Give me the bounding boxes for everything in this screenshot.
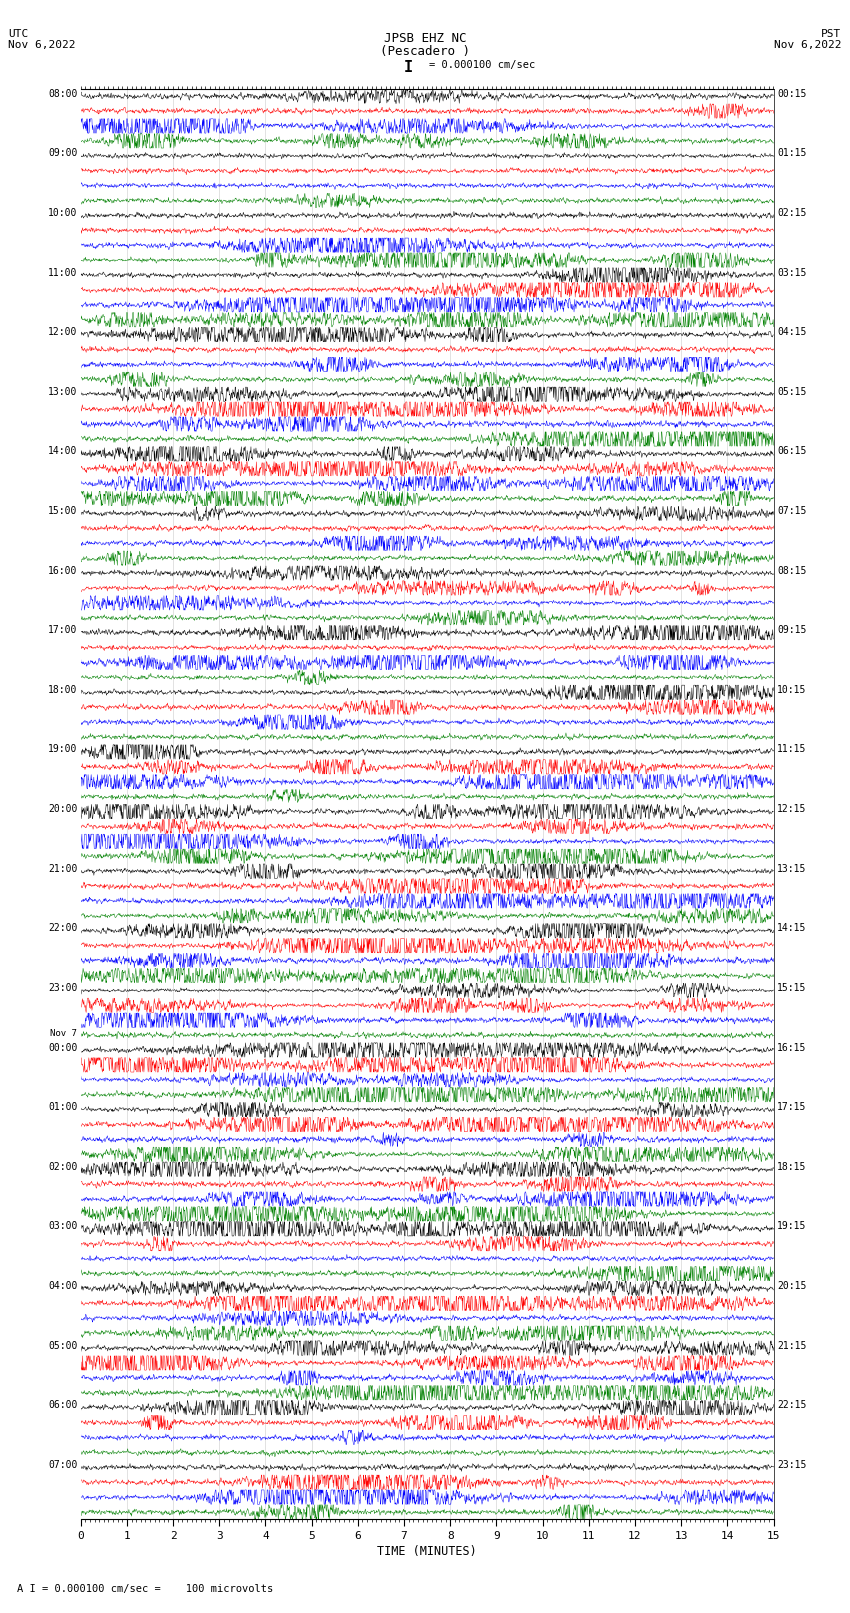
Text: I: I [404,60,412,74]
Text: 00:15: 00:15 [777,89,807,98]
Text: 13:15: 13:15 [777,863,807,874]
Text: 20:15: 20:15 [777,1281,807,1290]
Text: 19:15: 19:15 [777,1221,807,1231]
Text: 17:00: 17:00 [48,626,77,636]
Text: 07:15: 07:15 [777,506,807,516]
Text: 23:15: 23:15 [777,1460,807,1469]
Text: 03:00: 03:00 [48,1221,77,1231]
Text: 15:15: 15:15 [777,982,807,994]
Text: 13:00: 13:00 [48,387,77,397]
Text: 08:00: 08:00 [48,89,77,98]
Text: 11:00: 11:00 [48,268,77,277]
Text: 10:15: 10:15 [777,686,807,695]
Text: 22:00: 22:00 [48,923,77,934]
Text: (Pescadero ): (Pescadero ) [380,45,470,58]
Text: 18:15: 18:15 [777,1161,807,1171]
Text: 05:00: 05:00 [48,1340,77,1350]
Text: 05:15: 05:15 [777,387,807,397]
Text: 00:00: 00:00 [48,1042,77,1053]
Text: A I = 0.000100 cm/sec =    100 microvolts: A I = 0.000100 cm/sec = 100 microvolts [17,1584,273,1594]
Text: 17:15: 17:15 [777,1102,807,1111]
Text: 04:15: 04:15 [777,327,807,337]
Text: 18:00: 18:00 [48,686,77,695]
Text: 12:00: 12:00 [48,327,77,337]
Text: 22:15: 22:15 [777,1400,807,1410]
Text: JPSB EHZ NC: JPSB EHZ NC [383,32,467,45]
Text: 06:15: 06:15 [777,447,807,456]
Text: 03:15: 03:15 [777,268,807,277]
Text: PST: PST [821,29,842,39]
Text: 04:00: 04:00 [48,1281,77,1290]
Text: 16:00: 16:00 [48,566,77,576]
Text: 14:15: 14:15 [777,923,807,934]
Text: Nov 6,2022: Nov 6,2022 [8,40,76,50]
Text: 09:00: 09:00 [48,148,77,158]
Text: Nov 6,2022: Nov 6,2022 [774,40,842,50]
Text: 19:00: 19:00 [48,745,77,755]
Text: 21:00: 21:00 [48,863,77,874]
Text: 21:15: 21:15 [777,1340,807,1350]
Text: = 0.000100 cm/sec: = 0.000100 cm/sec [429,60,536,69]
Text: 01:00: 01:00 [48,1102,77,1111]
X-axis label: TIME (MINUTES): TIME (MINUTES) [377,1545,477,1558]
Text: 23:00: 23:00 [48,982,77,994]
Text: 12:15: 12:15 [777,805,807,815]
Text: 11:15: 11:15 [777,745,807,755]
Text: UTC: UTC [8,29,29,39]
Text: 10:00: 10:00 [48,208,77,218]
Text: 14:00: 14:00 [48,447,77,456]
Text: 02:15: 02:15 [777,208,807,218]
Text: 16:15: 16:15 [777,1042,807,1053]
Text: 06:00: 06:00 [48,1400,77,1410]
Text: 09:15: 09:15 [777,626,807,636]
Text: 01:15: 01:15 [777,148,807,158]
Text: Nov 7: Nov 7 [50,1029,77,1037]
Text: 07:00: 07:00 [48,1460,77,1469]
Text: 15:00: 15:00 [48,506,77,516]
Text: 20:00: 20:00 [48,805,77,815]
Text: 08:15: 08:15 [777,566,807,576]
Text: 02:00: 02:00 [48,1161,77,1171]
